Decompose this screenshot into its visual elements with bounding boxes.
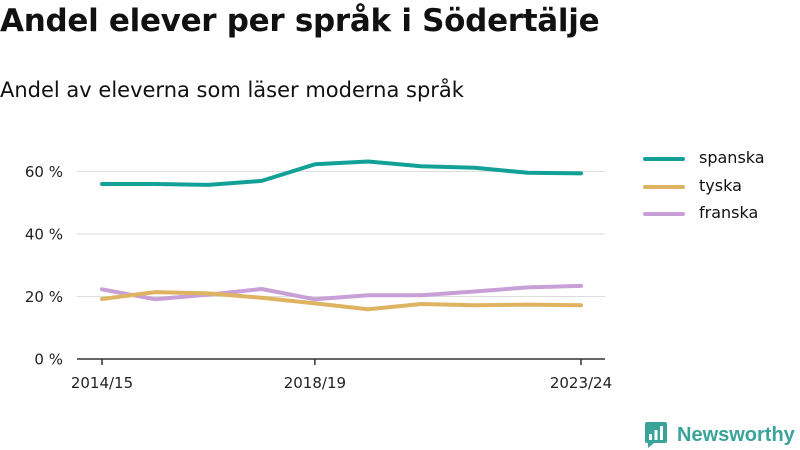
- legend-label-franska: franska: [699, 203, 759, 222]
- chart-subtitle: Andel av eleverna som läser moderna språ…: [0, 78, 464, 102]
- newsworthy-logo-icon: [645, 422, 667, 448]
- y-tick-label: 0 %: [34, 351, 63, 369]
- legend-swatch-franska: [643, 212, 685, 216]
- newsworthy-wordmark: Newsworthy: [677, 423, 795, 446]
- legend-swatch-tyska: [643, 184, 685, 189]
- x-tick-label: 2014/15: [71, 374, 133, 392]
- y-tick-label: 20 %: [25, 288, 63, 306]
- newsworthy-brand: Newsworthy: [644, 421, 795, 449]
- y-tick-label: 60 %: [25, 163, 63, 181]
- x-tick-label: 2018/19: [284, 374, 346, 392]
- chart-title: Andel elever per språk i Södertälje: [0, 3, 600, 39]
- x-tick-label: 2023/24: [550, 374, 612, 392]
- legend-label-spanska: spanska: [699, 148, 765, 167]
- series-line-spanska: [100, 159, 583, 187]
- y-tick-label: 40 %: [25, 226, 63, 244]
- series-line-franska: [100, 283, 583, 302]
- series-line-tyska: [100, 290, 583, 312]
- legend-swatch-spanska: [643, 157, 685, 161]
- legend-label-tyska: tyska: [699, 175, 742, 195]
